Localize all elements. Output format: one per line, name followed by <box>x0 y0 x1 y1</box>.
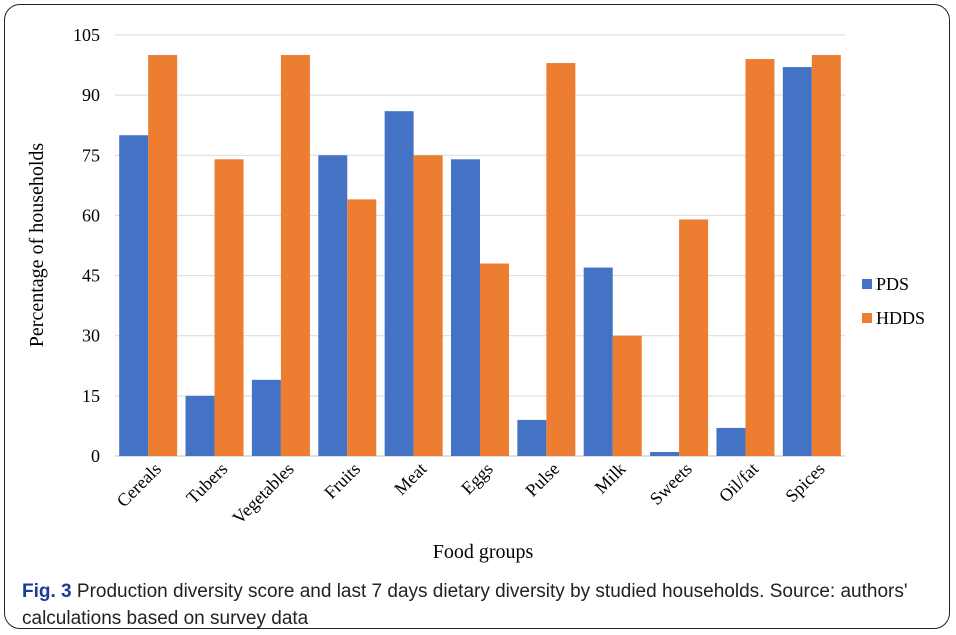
y-tick-label: 75 <box>82 145 100 165</box>
x-tick-label: Tubers <box>182 459 231 508</box>
legend-swatch-pds <box>862 279 872 289</box>
legend-label-pds: PDS <box>876 274 909 294</box>
bar-pds-fruits <box>318 155 348 457</box>
bar-hdds-vegetables <box>280 55 310 457</box>
bar-hdds-milk <box>612 335 642 456</box>
bar-hdds-meat <box>413 155 443 457</box>
y-tick-label: 30 <box>82 326 100 346</box>
bar-chart: 0 15 30 45 60 75 90 105 Cereals TubersVegetables… <box>26 25 925 563</box>
x-axis-title: Food groups <box>433 541 534 563</box>
legend: PDS HDDS <box>862 274 925 328</box>
y-tick-label: 45 <box>82 266 100 286</box>
x-tick-label: Milk <box>591 459 630 498</box>
x-tick-label: Pulse <box>521 459 563 501</box>
figure-caption: Fig. 3 Production diversity score and la… <box>22 578 932 632</box>
y-tick-label: 0 <box>91 446 100 466</box>
bar-pds-cereals <box>119 135 149 456</box>
x-tick-label: Spices <box>781 459 828 506</box>
bar-hdds-pulse <box>546 63 576 457</box>
y-tick-label: 15 <box>82 386 100 406</box>
y-tick-label: 90 <box>82 85 100 105</box>
x-tick-label: Cereals <box>113 459 165 511</box>
bar-hdds-fruits <box>347 199 377 456</box>
bar-pds-eggs <box>451 159 480 457</box>
bar-hdds-cereals <box>148 55 178 457</box>
x-tick-label: Eggs <box>457 459 497 499</box>
bar-pds-vegetables <box>251 379 281 456</box>
bar-hdds-tubers <box>214 159 244 457</box>
y-tick-label: 60 <box>82 205 100 225</box>
bar-hdds-oil-fat <box>745 59 775 457</box>
bar-pds-oil-fat <box>716 427 746 456</box>
bar-hdds-spices <box>811 55 841 457</box>
bar-pds-pulse <box>517 419 547 456</box>
bar-pds-milk <box>583 267 613 456</box>
legend-label-hdds: HDDS <box>876 308 925 328</box>
bar-hdds-sweets <box>679 219 709 456</box>
bar-hdds-eggs <box>480 263 509 456</box>
bar-pds-spices <box>782 67 812 457</box>
bar-pds-meat <box>384 111 414 456</box>
x-tick-label: Fruits <box>320 459 364 503</box>
bar-pds-sweets <box>650 451 680 456</box>
figure-caption-text: Production diversity score and last 7 da… <box>22 581 908 629</box>
bar-pds-tubers <box>185 395 215 456</box>
y-tick-label: 105 <box>73 25 100 45</box>
bars <box>119 55 841 457</box>
x-tick-label: Vegetables <box>228 459 297 528</box>
x-tick-label: Meat <box>390 459 430 499</box>
y-axis-title: Percentage of households <box>26 143 48 348</box>
x-tick-label: Oil/fat <box>715 459 762 506</box>
legend-swatch-hdds <box>862 313 872 323</box>
y-tick-labels: 0 15 30 45 60 75 90 105 <box>73 25 100 466</box>
figure-label: Fig. 3 <box>22 581 72 602</box>
x-tick-label: Sweets <box>646 459 696 509</box>
